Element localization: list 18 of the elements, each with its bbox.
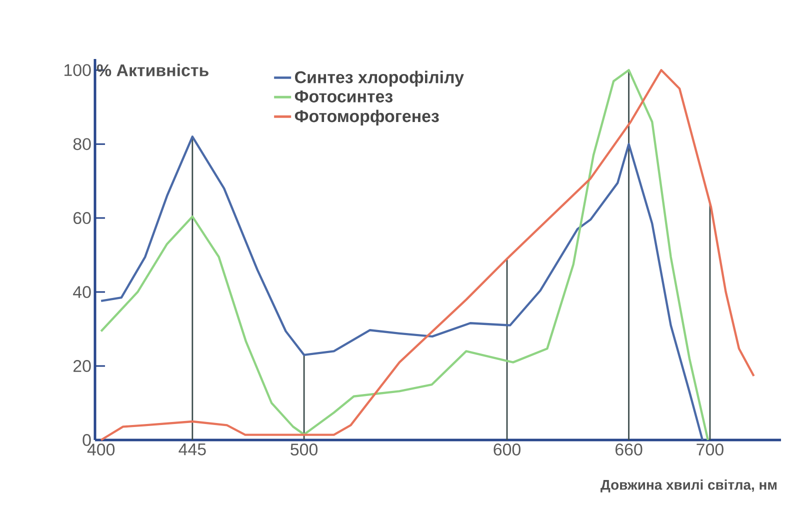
y-tick-label: 100 <box>64 64 91 76</box>
x-axis-title: Довжина хвилі світла, нм <box>600 480 777 492</box>
legend-label: Фотосинтез <box>294 90 393 102</box>
line-series <box>100 136 704 442</box>
x-tick-label: 500 <box>290 444 318 456</box>
y-tick-label: 80 <box>73 138 91 150</box>
y-tick-label: 0 <box>82 434 91 446</box>
x-tick-label: 660 <box>616 444 642 456</box>
y-tick-label: 20 <box>74 360 91 372</box>
x-tick-label: 400 <box>87 444 115 456</box>
x-tick-label: 445 <box>178 444 206 456</box>
legend-label: Синтез хлорофілілу <box>295 70 464 87</box>
y-tick-label: 60 <box>74 212 91 224</box>
y-tick-label: 40 <box>73 286 91 298</box>
x-tick-label: 600 <box>494 444 520 456</box>
y-axis-title: % Активність <box>96 64 208 76</box>
legend-label: Фотоморфогенез <box>294 110 439 126</box>
x-tick-label: 700 <box>696 444 724 456</box>
